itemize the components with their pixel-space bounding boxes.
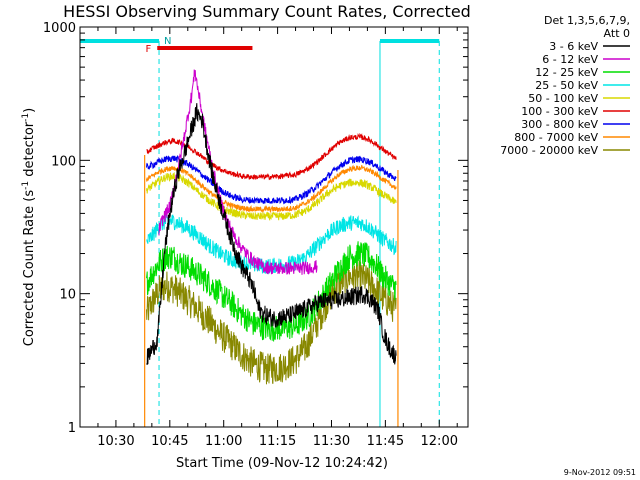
series-line-7	[146, 164, 397, 214]
series-line-0	[146, 103, 397, 365]
legend-label: 6 - 12 keV	[542, 53, 598, 66]
y-tick-label: 1	[68, 421, 76, 436]
footer-date: 9-Nov-2012 09:51	[564, 468, 636, 477]
y-axis-label-sup2: -1	[21, 113, 31, 122]
y-axis-label: Corrected Count Rate (s-1 detector-1)	[21, 108, 37, 346]
x-tick-label: 11:15	[259, 434, 296, 449]
x-axis-label: Start Time (09-Nov-12 10:24:42)	[176, 456, 388, 471]
plot-frame	[79, 26, 469, 428]
y-axis-label-end: )	[22, 108, 37, 113]
x-tick-label: 11:45	[367, 434, 404, 449]
legend-label: 7000 - 20000 keV	[500, 144, 598, 157]
flare-label: F	[145, 44, 151, 55]
legend-label: 50 - 100 keV	[528, 92, 598, 105]
series-line-5	[146, 132, 397, 181]
y-tick-label: 1000	[43, 21, 76, 36]
x-tick-label: 11:00	[205, 434, 242, 449]
x-tick-label: 11:30	[313, 434, 350, 449]
legend-header-2: Att 0	[604, 27, 630, 40]
legend-label: 25 - 50 keV	[535, 79, 598, 92]
legend-label: 100 - 300 keV	[521, 105, 598, 118]
chart-title: HESSI Observing Summary Count Rates, Cor…	[63, 2, 471, 21]
y-tick-label: 100	[51, 154, 76, 169]
legend-header-1: Det 1,3,5,6,7,9,	[544, 14, 630, 27]
y-axis-label-sup1: -1	[21, 181, 31, 190]
night-label: N	[164, 36, 171, 47]
series-layer	[146, 69, 397, 385]
y-axis-label-mid: detector	[22, 121, 37, 181]
y-tick-label: 10	[59, 288, 76, 303]
series-line-1	[158, 69, 318, 275]
axes-layer: 10:30 10:45 11:00 11:15 11:30 11:45 12:00 1 10 10…	[43, 21, 468, 449]
x-tick-label: 12:00	[421, 434, 458, 449]
series-line-8	[146, 260, 397, 385]
series-line-4	[146, 171, 397, 221]
x-tick-label: 10:45	[151, 434, 188, 449]
series-line-6	[146, 154, 397, 205]
legend-label: 3 - 6 keV	[549, 40, 598, 53]
y-axis-label-main: Corrected Count Rate (s	[22, 190, 37, 347]
legend-label: 300 - 800 keV	[521, 118, 598, 131]
legend-label: 12 - 25 keV	[535, 66, 598, 79]
legend-label: 800 - 7000 keV	[514, 131, 598, 144]
x-tick-label: 10:30	[97, 434, 134, 449]
